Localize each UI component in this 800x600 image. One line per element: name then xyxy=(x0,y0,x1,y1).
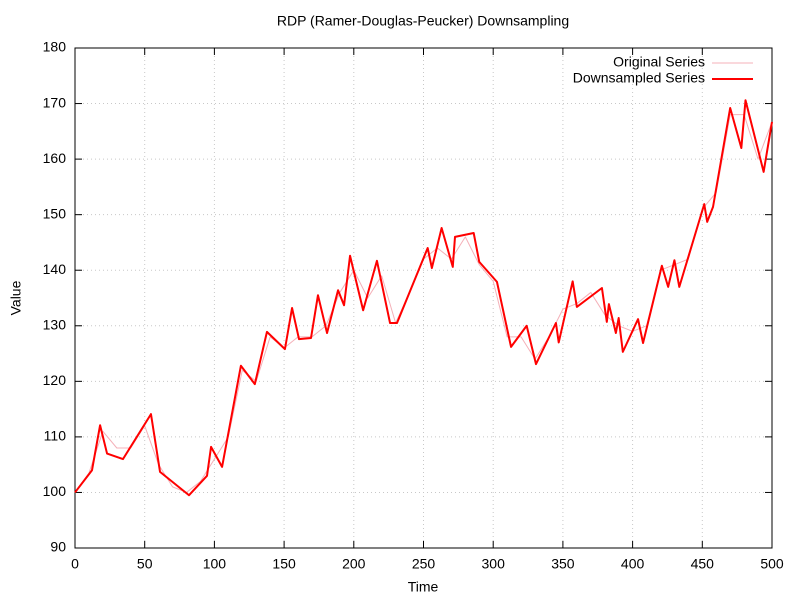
x-tick-label: 250 xyxy=(412,556,436,572)
x-tick-label: 0 xyxy=(71,556,79,572)
legend-label: Original Series xyxy=(613,54,705,70)
y-tick-label: 180 xyxy=(43,39,67,55)
y-tick-label: 100 xyxy=(43,483,67,499)
y-tick-label: 160 xyxy=(43,150,67,166)
y-tick-label: 130 xyxy=(43,316,67,332)
x-tick-label: 50 xyxy=(137,556,153,572)
series-line xyxy=(74,99,773,497)
y-tick-label: 110 xyxy=(44,428,67,444)
x-axis-label: Time xyxy=(408,579,439,595)
y-tick-label: 140 xyxy=(43,261,67,277)
y-tick-label: 90 xyxy=(50,539,66,555)
chart-title: RDP (Ramer-Douglas-Peucker) Downsampling xyxy=(277,13,569,29)
x-tick-label: 200 xyxy=(342,556,366,572)
x-tick-label: 500 xyxy=(760,556,784,572)
x-tick-label: 100 xyxy=(203,556,227,572)
y-tick-label: 120 xyxy=(43,372,67,388)
x-tick-label: 400 xyxy=(621,556,645,572)
x-tick-label: 300 xyxy=(482,556,506,572)
plot-frame xyxy=(74,47,773,549)
y-tick-label: 170 xyxy=(43,94,67,110)
y-tick-label: 150 xyxy=(43,205,67,221)
x-tick-label: 150 xyxy=(272,556,296,572)
legend-label: Downsampled Series xyxy=(573,70,705,86)
x-tick-label: 350 xyxy=(551,556,575,572)
x-tick-label: 450 xyxy=(691,556,715,572)
y-axis-label: Value xyxy=(8,280,24,315)
series-line xyxy=(74,114,773,493)
